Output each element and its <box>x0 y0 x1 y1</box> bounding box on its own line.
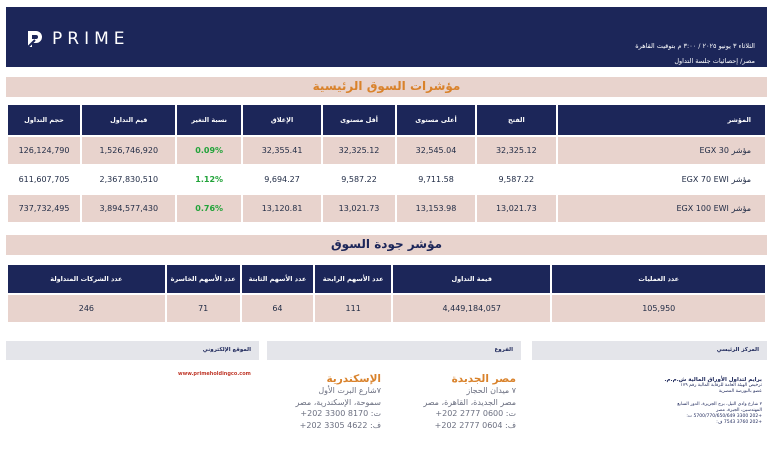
header-high: أعلى مستوى <box>396 105 476 135</box>
indices-table: حجم التداول قيم التداول نسبة التغير الإغ… <box>6 103 767 224</box>
cell-volume: 126,124,790 <box>8 137 81 164</box>
header-index: المؤشر <box>557 105 765 135</box>
hq-city: المهندسين، الجيزة، مصر <box>716 408 762 413</box>
cell-volume: 611,607,705 <box>8 166 81 193</box>
website-bar: الموقع الإلكتروني <box>6 341 259 360</box>
quality-table: عدد الشركات المتداولة عدد الأسهم الخاسرة… <box>6 263 767 324</box>
cell-close: 32,355.41 <box>242 137 322 164</box>
report-header: PRIME الثلاثاء ٣ يونيو ٢٠٢٥ / ٣:٠٠ م بتو… <box>6 7 767 67</box>
branch-fax: ف: 4622 3305 202+ <box>299 420 381 430</box>
table-row: 246 71 64 111 4,449,184,057 105,950 <box>8 295 765 322</box>
cell-trade-value: 4,449,184,057 <box>392 295 551 322</box>
branches-bar: الفروع <box>267 341 521 360</box>
cell-losers: 71 <box>166 295 240 322</box>
cell-open: 32,325.12 <box>477 137 556 164</box>
header-volume: حجم التداول <box>8 105 81 135</box>
cell-high: 32,545.04 <box>396 137 476 164</box>
cell-gainers: 111 <box>315 295 391 322</box>
cell-transactions: 105,950 <box>552 295 765 322</box>
branch-fax: ف: 0604 2777 202+ <box>434 420 516 430</box>
quality-section-title: مؤشر جودة السوق <box>330 237 443 251</box>
hq-license: ترخيص الهيئة العامة للرقابة المالية رقم … <box>680 383 762 388</box>
indices-section-bar: مؤشرات السوق الرئيسية <box>6 77 767 97</box>
cell-open: 9,587.22 <box>477 166 556 193</box>
brand-name: PRIME <box>52 29 130 49</box>
cell-index: مؤشر EGX 30 <box>557 137 765 164</box>
header-value: قيم التداول <box>82 105 176 135</box>
branch-phone: ت: 8170 3300 202+ <box>300 409 381 418</box>
branch-phone: ت: 0600 2777 202+ <box>435 409 516 418</box>
report-breadcrumb: مصر/ إحصائيات جلسة التداول <box>674 57 755 65</box>
branch-city: مصر الجديدة، القاهرة، مصر <box>423 397 516 407</box>
cell-low: 13,021.73 <box>323 195 395 222</box>
hq-fax: +202 3760 7543 ف: <box>716 420 762 425</box>
branch-name: الإسكندرية <box>326 373 381 385</box>
hq-label: المركز الرئيسي <box>716 347 759 353</box>
report-date: الثلاثاء ٣ يونيو ٢٠٢٥ / ٣:٠٠ م بتوقيت ال… <box>635 42 755 50</box>
hq-bar: المركز الرئيسي <box>532 341 767 360</box>
hq-company-name: برايم لتداول الأوراق المالية ش.م.م. <box>664 377 762 383</box>
indices-section-title: مؤشرات السوق الرئيسية <box>312 79 461 93</box>
cell-close: 9,694.27 <box>242 166 322 193</box>
cell-change: 0.76% <box>177 195 241 222</box>
branch-city: سموحة، الإسكندرية، مصر <box>295 397 381 407</box>
branch-address: ٧شارع البرت الأول <box>318 386 381 395</box>
branch-name: مصر الجديدة <box>451 373 516 385</box>
header-close: الإغلاق <box>242 105 322 135</box>
cell-change: 1.12% <box>177 166 241 193</box>
hq-membership: عضو بالبورصة المصرية <box>718 389 762 394</box>
hq-phone: +202 3300 5700/770/650/649 ت: <box>686 414 762 419</box>
cell-value: 3,894,577,430 <box>82 195 176 222</box>
header-change: نسبة التغير <box>177 105 241 135</box>
prime-logo-icon <box>27 31 42 48</box>
cell-index: مؤشر EGX 100 EWI <box>557 195 765 222</box>
table-row: 737,732,495 3,894,577,430 0.76% 13,120.8… <box>8 195 765 222</box>
table-row: 611,607,705 2,367,830,510 1.12% 9,694.27… <box>8 166 765 193</box>
header-unchanged: عدد الأسهم الثابتة <box>241 265 314 293</box>
cell-value: 1,526,746,920 <box>82 137 176 164</box>
header-trade-value: قيمة التداول <box>392 265 551 293</box>
header-gainers: عدد الأسهم الرابحة <box>315 265 391 293</box>
head-office: برايم لتداول الأوراق المالية ش.م.م. ترخي… <box>664 377 762 426</box>
header-low: أقل مستوى <box>323 105 395 135</box>
quality-section-bar: مؤشر جودة السوق <box>6 235 767 255</box>
website-label: الموقع الإلكتروني <box>202 347 251 353</box>
prime-logo: PRIME <box>26 29 130 49</box>
cell-index: مؤشر EGX 70 EWI <box>557 166 765 193</box>
branch-address: ٧ ميدان الحجاز <box>466 386 516 395</box>
cell-open: 13,021.73 <box>477 195 556 222</box>
cell-unchanged: 64 <box>241 295 314 322</box>
branch-alexandria: الإسكندرية ٧شارع البرت الأول سموحة، الإس… <box>296 373 381 431</box>
cell-value: 2,367,830,510 <box>82 166 176 193</box>
cell-close: 13,120.81 <box>242 195 322 222</box>
header-traded-companies: عدد الشركات المتداولة <box>8 265 165 293</box>
cell-high: 9,711.58 <box>396 166 476 193</box>
cell-low: 32,325.12 <box>323 137 395 164</box>
cell-high: 13,153.98 <box>396 195 476 222</box>
hq-address: ٢ شارع وادي النيل، برج الجزيرة، الدور ال… <box>677 402 762 407</box>
header-losers: عدد الأسهم الخاسرة <box>166 265 240 293</box>
cell-volume: 737,732,495 <box>8 195 81 222</box>
branch-heliopolis: مصر الجديدة ٧ ميدان الحجاز مصر الجديدة، … <box>423 373 516 431</box>
website-link[interactable]: www.primeholdingco.com <box>178 371 251 377</box>
table-row: 126,124,790 1,526,746,920 0.09% 32,355.4… <box>8 137 765 164</box>
header-open: الفتح <box>477 105 556 135</box>
header-transactions: عدد العمليات <box>552 265 765 293</box>
cell-traded-companies: 246 <box>8 295 165 322</box>
branches-label: الفروع <box>494 347 513 353</box>
cell-low: 9,587.22 <box>323 166 395 193</box>
cell-change: 0.09% <box>177 137 241 164</box>
